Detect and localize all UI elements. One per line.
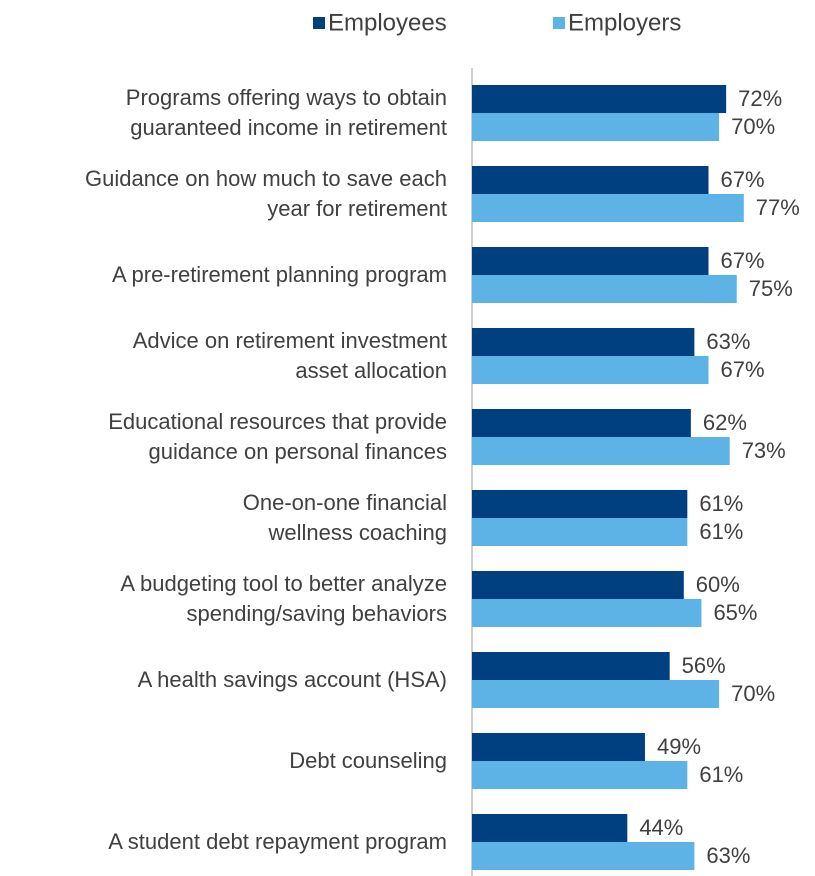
category-label: One-on-one financial wellness coaching xyxy=(242,490,447,545)
value-label: 61% xyxy=(699,491,743,516)
bar xyxy=(472,247,709,275)
bar xyxy=(472,85,727,113)
value-label: 67% xyxy=(721,167,765,192)
legend-label: Employees xyxy=(328,9,447,36)
category-label: A pre-retirement planning program xyxy=(111,262,447,287)
value-label: 56% xyxy=(682,653,726,678)
category-label: Advice on retirement investment asset al… xyxy=(132,328,447,383)
bar xyxy=(472,599,702,627)
value-label: 49% xyxy=(657,734,701,759)
bar xyxy=(472,437,730,465)
bar xyxy=(472,328,695,356)
value-label: 63% xyxy=(706,329,750,354)
value-label: 77% xyxy=(756,195,800,220)
value-label: 62% xyxy=(703,410,747,435)
bar xyxy=(472,761,688,789)
value-label: 63% xyxy=(706,843,750,868)
bar xyxy=(472,814,628,842)
value-label: 44% xyxy=(639,815,683,840)
bar xyxy=(472,518,688,546)
bar xyxy=(472,356,709,384)
bar xyxy=(472,733,645,761)
category-label: Guidance on how much to save each year f… xyxy=(84,166,447,221)
value-label: 73% xyxy=(742,438,786,463)
value-label: 61% xyxy=(699,519,743,544)
bar xyxy=(472,275,737,303)
bar xyxy=(472,166,709,194)
bar xyxy=(472,409,691,437)
category-label: Debt counseling xyxy=(289,748,447,773)
legend-label: Employers xyxy=(568,9,681,36)
bar xyxy=(472,194,744,222)
bar xyxy=(472,842,695,870)
bar xyxy=(472,571,684,599)
legend-swatch xyxy=(553,17,565,29)
value-label: 67% xyxy=(721,357,765,382)
legend-swatch xyxy=(313,17,325,29)
value-label: 70% xyxy=(731,114,775,139)
value-label: 75% xyxy=(749,276,793,301)
bar xyxy=(472,113,720,141)
value-label: 60% xyxy=(696,572,740,597)
value-label: 72% xyxy=(738,86,782,111)
category-label: A budgeting tool to better analyze spend… xyxy=(120,571,447,626)
category-label: Programs offering ways to obtain guarant… xyxy=(125,85,447,140)
bar xyxy=(472,490,688,518)
value-label: 67% xyxy=(721,248,765,273)
category-label: A health savings account (HSA) xyxy=(137,667,447,692)
category-label: Educational resources that provide guida… xyxy=(108,409,447,464)
value-label: 61% xyxy=(699,762,743,787)
bar xyxy=(472,680,720,708)
bar xyxy=(472,652,670,680)
value-label: 65% xyxy=(713,600,757,625)
value-label: 70% xyxy=(731,681,775,706)
category-label: A student debt repayment program xyxy=(108,829,447,854)
